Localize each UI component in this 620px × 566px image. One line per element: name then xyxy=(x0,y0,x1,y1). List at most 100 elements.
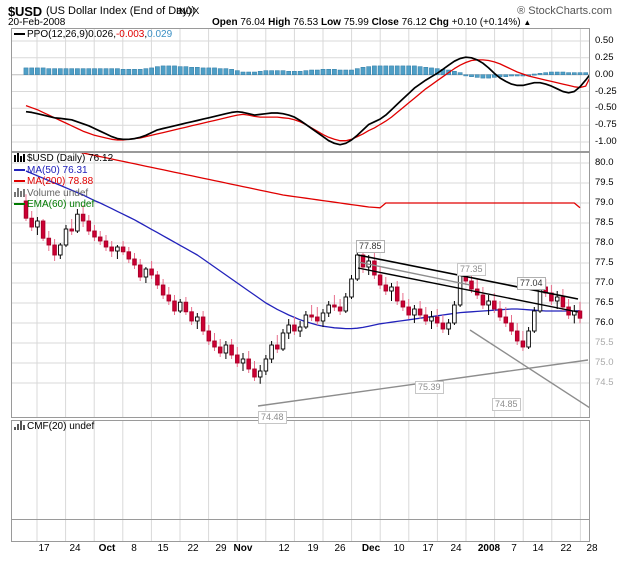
date-axis-label: 10 xyxy=(393,543,405,554)
close-value: 76.12 xyxy=(401,17,427,28)
low-label: Low xyxy=(320,17,341,28)
candle-body xyxy=(109,246,114,252)
candle-body xyxy=(532,310,537,332)
ppo-histogram-bar xyxy=(35,67,40,75)
ppo-histogram-bar xyxy=(366,66,372,75)
candle-body xyxy=(29,217,34,228)
ppo-histogram-bar xyxy=(137,69,143,75)
ppo-legend: PPO(12,26,9)0.026,-0.003,0.029 xyxy=(14,29,172,41)
price-axis-label: 77.5 xyxy=(595,257,614,268)
up-arrow-icon: ▲ xyxy=(523,18,532,27)
ppo-value-blue: 0.029 xyxy=(147,29,173,40)
candle-body xyxy=(520,340,526,348)
candle-body xyxy=(240,358,246,364)
candle-body xyxy=(372,260,377,276)
candle-body xyxy=(423,314,429,322)
candle-body xyxy=(577,310,583,319)
candle-body xyxy=(86,220,92,232)
candle-body xyxy=(446,322,451,330)
candle-body xyxy=(229,344,234,356)
ppo-histogram-bar xyxy=(160,65,166,75)
candle-body xyxy=(23,200,29,219)
candle-body xyxy=(429,316,434,322)
ppo-histogram-bar xyxy=(320,69,326,75)
ppo-histogram-bar xyxy=(177,66,183,75)
date-axis-label: 15 xyxy=(157,543,169,554)
candle-body xyxy=(212,340,217,348)
candle-body xyxy=(35,220,40,228)
ppo-histogram-bar xyxy=(217,68,223,75)
ppo-value-red: -0.003 xyxy=(115,29,145,40)
source-watermark: ® StockCharts.com xyxy=(517,5,612,17)
candle-body xyxy=(132,258,137,266)
ppo-histogram-bar xyxy=(183,66,189,75)
ppo-histogram-bar xyxy=(406,65,412,75)
ppo-axis-label: -0.25 xyxy=(595,86,617,97)
ppo-histogram-bar xyxy=(463,74,469,77)
ppo-histogram-bar xyxy=(543,72,549,75)
date-axis-label: 8 xyxy=(131,543,137,554)
volume-label: Volume undef xyxy=(27,187,89,199)
candle-body xyxy=(189,311,194,322)
price-chart-panel[interactable] xyxy=(11,152,590,418)
low-value: 75.99 xyxy=(343,17,369,28)
candle-body xyxy=(103,240,109,248)
cmf-value: undef xyxy=(69,421,95,432)
candle-body xyxy=(115,246,120,252)
candle-body xyxy=(309,314,314,318)
candle-body xyxy=(503,316,509,324)
date-axis-label: 17 xyxy=(38,543,50,554)
ppo-histogram-bar xyxy=(149,67,154,75)
price-axis-label: 78.5 xyxy=(595,217,614,228)
ppo-histogram-bar xyxy=(452,71,457,75)
candle-body xyxy=(452,304,457,324)
ppo-histogram-bar xyxy=(240,71,246,75)
legend-row-ma50: MA(50) 76.31 xyxy=(14,165,113,177)
ppo-histogram-bar xyxy=(480,74,486,79)
legend-row-volume: Volume undef xyxy=(14,187,113,200)
ppo-histogram-bar xyxy=(332,69,337,75)
ppo-histogram-bar xyxy=(143,68,149,75)
ppo-histogram-bar xyxy=(46,68,52,75)
candle-body xyxy=(257,370,263,378)
ppo-histogram-bar xyxy=(97,68,103,75)
candle-body xyxy=(492,300,497,310)
legend-row-ma200: MA(200) 78.88 xyxy=(14,176,113,188)
ppo-histogram-bar xyxy=(394,65,400,75)
ppo-histogram-bar xyxy=(194,67,200,75)
candle-body xyxy=(377,274,383,286)
ppo-histogram-bar xyxy=(326,69,332,75)
date-axis-label: Oct xyxy=(98,543,116,554)
candle-body xyxy=(292,324,297,332)
date-axis-label: 28 xyxy=(586,543,598,554)
ppo-histogram-bar xyxy=(274,70,280,75)
ppo-indicator-panel[interactable] xyxy=(11,28,590,152)
price-legend: $USD (Daily) 76.12 MA(50) 76.31 MA(200) … xyxy=(14,153,113,211)
ppo-histogram-bar xyxy=(40,67,46,75)
ppo-histogram xyxy=(23,65,589,79)
ppo-histogram-bar xyxy=(155,66,160,75)
candle-body xyxy=(457,274,463,306)
ppo-histogram-bar xyxy=(417,66,423,75)
candle-body xyxy=(332,304,337,308)
ppo-histogram-bar xyxy=(252,71,257,75)
trendline-short-gray xyxy=(357,261,471,286)
ppo-histogram-bar xyxy=(120,69,126,75)
candle-body xyxy=(195,316,200,322)
price-y-axis: 80.0 79.5 79.0 78.5 78.0 77.5 77.0 76.5 76.0 75.5… xyxy=(592,152,620,418)
ppo-histogram-bar xyxy=(372,65,377,75)
candle-body xyxy=(75,213,80,232)
candle-body xyxy=(80,213,86,222)
candle-body xyxy=(69,228,74,232)
ema60-swatch-icon xyxy=(14,203,25,205)
ppo-histogram-bar xyxy=(423,67,429,75)
cmf-indicator-panel[interactable] xyxy=(11,420,590,520)
trendline-upper-resistance xyxy=(357,254,579,300)
candle-body xyxy=(58,244,63,256)
candle-body xyxy=(440,322,446,330)
ppo-axis-label: -0.50 xyxy=(595,102,617,113)
ppo-histogram-bar xyxy=(212,67,217,75)
ppo-main-line xyxy=(25,56,589,146)
ppo-histogram-bar xyxy=(86,68,92,75)
date-axis-label: 29 xyxy=(215,543,227,554)
